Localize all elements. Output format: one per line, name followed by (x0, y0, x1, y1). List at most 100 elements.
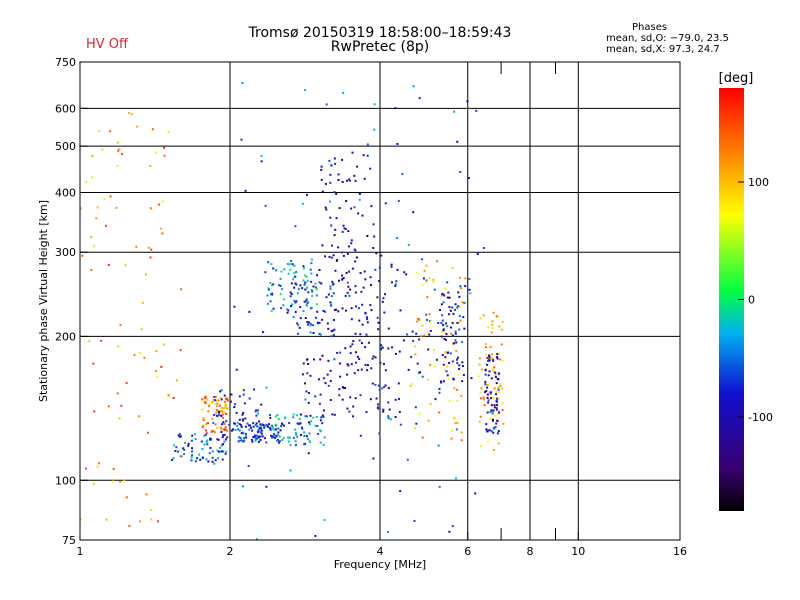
scatter-point (241, 418, 244, 421)
scatter-point (286, 308, 289, 311)
scatter-point (299, 284, 302, 287)
scatter-point (464, 284, 467, 287)
scatter-point (322, 409, 325, 412)
scatter-point (275, 435, 278, 438)
scatter-point (279, 293, 282, 296)
scatter-point (187, 444, 190, 447)
scatter-point (376, 296, 379, 299)
scatter-point (366, 154, 369, 157)
scatter-point (293, 272, 296, 275)
scatter-point (372, 223, 375, 226)
scatter-point (498, 411, 501, 414)
scatter-point (348, 270, 351, 273)
scatter-point (183, 453, 186, 456)
scatter-point (370, 367, 373, 370)
scatter-point (96, 465, 99, 468)
scatter-point (224, 438, 227, 441)
scatter-point (163, 154, 166, 157)
scatter-point (494, 393, 497, 396)
scatter-point (307, 291, 310, 294)
scatter-point (147, 246, 150, 249)
scatter-point (418, 97, 421, 100)
scatter-point (225, 397, 228, 400)
scatter-point (467, 176, 470, 179)
scatter-point (484, 373, 487, 376)
scatter-point (149, 509, 152, 512)
scatter-point (371, 382, 374, 385)
scatter-point (418, 318, 421, 321)
scatter-point (493, 404, 496, 407)
scatter-point (447, 377, 450, 380)
scatter-point (220, 431, 223, 434)
scatter-point (240, 138, 243, 141)
scatter-point (415, 422, 418, 425)
scatter-point (91, 154, 94, 157)
scatter-point (331, 413, 334, 416)
scatter-point (482, 314, 485, 317)
scatter-point (252, 425, 255, 428)
scatter-point (296, 292, 299, 295)
scatter-point (445, 322, 448, 325)
scatter-point (107, 405, 110, 408)
scatter-point (299, 413, 302, 416)
scatter-point (371, 357, 374, 360)
scatter-point (267, 288, 270, 291)
scatter-point (310, 258, 313, 261)
scatter-point (309, 331, 312, 334)
scatter-point (394, 352, 397, 355)
scatter-point (269, 416, 272, 419)
scatter-point (270, 309, 273, 312)
scatter-point (207, 460, 210, 463)
scatter-point (492, 311, 495, 314)
scatter-point (338, 388, 341, 391)
scatter-point (350, 239, 353, 242)
y-tick-label: 75 (62, 534, 76, 547)
scatter-point (319, 429, 322, 432)
scatter-point (225, 412, 228, 415)
scatter-point (217, 457, 220, 460)
scatter-point (310, 272, 313, 275)
scatter-point (309, 307, 312, 310)
scatter-point (287, 272, 290, 275)
scatter-point (445, 370, 448, 373)
scatter-point (279, 284, 282, 287)
scatter-point (494, 373, 497, 376)
scatter-point (223, 411, 226, 414)
scatter-point (373, 103, 376, 106)
scatter-point (329, 285, 332, 288)
scatter-point (352, 340, 355, 343)
scatter-point (242, 440, 245, 443)
scatter-point (341, 307, 344, 310)
x-tick-label: 1 (77, 545, 84, 558)
scatter-point (487, 326, 490, 329)
scatter-point (372, 457, 375, 460)
scatter-point (382, 408, 385, 411)
scatter-point (295, 300, 298, 303)
scatter-point (340, 274, 343, 277)
scatter-point (177, 434, 180, 437)
scatter-point (279, 277, 282, 280)
scatter-point (296, 435, 299, 438)
scatter-point (211, 417, 214, 420)
scatter-point (494, 426, 497, 429)
scatter-point (438, 309, 441, 312)
scatter-point (426, 296, 429, 299)
scatter-point (315, 415, 318, 418)
scatter-point (377, 328, 380, 331)
scatter-point (412, 211, 415, 214)
scatter-point (397, 397, 400, 400)
scatter-point (216, 426, 219, 429)
scatter-point (492, 359, 495, 362)
scatter-point (492, 449, 495, 452)
scatter-point (456, 140, 459, 143)
scatter-point (345, 199, 348, 202)
scatter-point (101, 148, 104, 151)
x-tick-label: 10 (571, 545, 585, 558)
scatter-point (233, 305, 236, 308)
scatter-point (490, 353, 493, 356)
scatter-point (477, 375, 480, 378)
scatter-point (97, 462, 100, 465)
scatter-point (130, 113, 133, 116)
scatter-point (336, 351, 339, 354)
scatter-point (276, 433, 279, 436)
